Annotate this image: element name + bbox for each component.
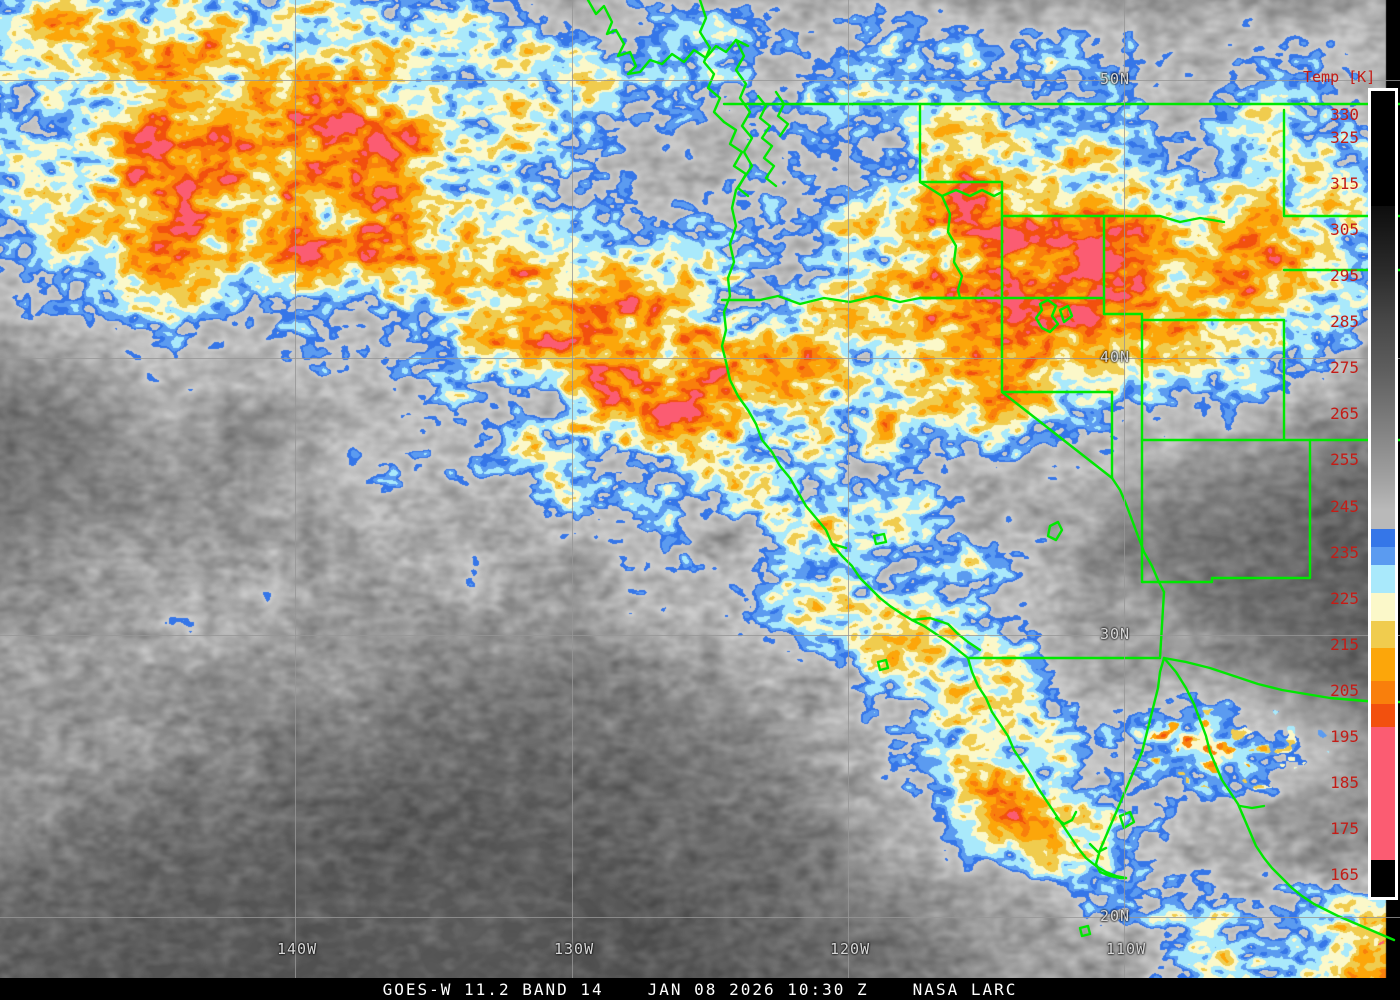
- colorbar-tick: 185: [1330, 772, 1359, 792]
- colorbar-segment: [1371, 321, 1395, 372]
- caption-source: NASA LARC: [912, 979, 1018, 999]
- colorbar-segment: [1371, 860, 1395, 897]
- colorbar-tick: 235: [1330, 542, 1359, 562]
- caption-timestamp: JAN 08 2026 10:30 Z: [647, 979, 869, 999]
- colorbar: [1368, 88, 1398, 900]
- colorbar-segment: [1371, 648, 1395, 681]
- longitude-label: 130W: [554, 940, 595, 958]
- colorbar-segment: [1371, 91, 1395, 207]
- colorbar-tick: 275: [1330, 358, 1359, 378]
- longitude-label: 140W: [277, 940, 318, 958]
- colorbar-segment: [1371, 546, 1395, 566]
- colorbar-segment: [1371, 620, 1395, 649]
- colorbar-segment: [1371, 371, 1395, 409]
- colorbar-tick: 265: [1330, 404, 1359, 424]
- colorbar-tick: 295: [1330, 266, 1359, 286]
- colorbar-gradient: [1371, 91, 1395, 897]
- colorbar-segment: [1371, 703, 1395, 727]
- colorbar-tick: 285: [1330, 312, 1359, 332]
- colorbar-frame: [1368, 88, 1398, 900]
- caption-product: GOES-W 11.2 BAND 14: [382, 979, 604, 999]
- longitude-label: 120W: [830, 940, 871, 958]
- colorbar-segment: [1371, 408, 1395, 446]
- colorbar-segment: [1371, 482, 1395, 511]
- ir-brightness-temperature-canvas: [0, 0, 1400, 978]
- colorbar-segment: [1371, 445, 1395, 483]
- colorbar-segment: [1371, 206, 1395, 271]
- colorbar-tick: 330: [1330, 105, 1359, 125]
- colorbar-segment: [1371, 528, 1395, 547]
- caption-bar: GOES-W 11.2 BAND 14 JAN 08 2026 10:30 Z …: [0, 978, 1400, 1000]
- latitude-label: 50N: [1100, 70, 1131, 88]
- latitude-label: 20N: [1100, 907, 1131, 925]
- colorbar-tick: 325: [1330, 128, 1359, 148]
- colorbar-tick: 215: [1330, 634, 1359, 654]
- satellite-raster: [0, 0, 1400, 978]
- colorbar-tick: 165: [1330, 864, 1359, 884]
- colorbar-tick: 305: [1330, 220, 1359, 240]
- colorbar-tick: 225: [1330, 588, 1359, 608]
- colorbar-segment: [1371, 593, 1395, 621]
- colorbar-tick: 175: [1330, 818, 1359, 838]
- colorbar-tick: 205: [1330, 680, 1359, 700]
- colorbar-title: Temp [K]: [1303, 68, 1376, 86]
- colorbar-segment: [1371, 680, 1395, 704]
- latitude-label: 40N: [1100, 348, 1131, 366]
- colorbar-segment: [1371, 510, 1395, 529]
- colorbar-segment: [1371, 565, 1395, 593]
- colorbar-segment: [1371, 726, 1395, 861]
- colorbar-tick: 195: [1330, 726, 1359, 746]
- colorbar-tick: 315: [1330, 174, 1359, 194]
- latitude-label: 30N: [1100, 625, 1131, 643]
- colorbar-tick: 255: [1330, 450, 1359, 470]
- longitude-label: 110W: [1106, 940, 1147, 958]
- colorbar-tick: 245: [1330, 496, 1359, 516]
- colorbar-segment: [1371, 270, 1395, 322]
